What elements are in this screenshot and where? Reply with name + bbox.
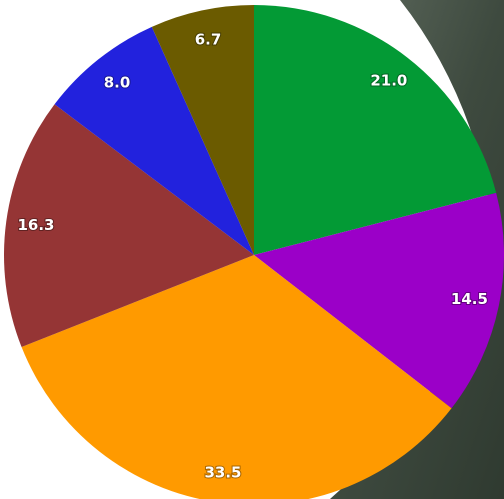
labels: 21.0 14.5 33.5 16.3 8.0 6.7 <box>16 29 488 482</box>
pie-slice <box>54 26 254 255</box>
pie <box>4 5 504 499</box>
pie-slice <box>21 255 452 499</box>
value-label: 6.7 <box>195 30 222 48</box>
value-label: 14.5 <box>451 290 488 308</box>
pie-slice <box>254 192 504 409</box>
value-label: 16.3 <box>17 216 54 234</box>
pie-slice <box>4 104 254 348</box>
pie-slice <box>151 5 254 255</box>
value-label: 8.0 <box>104 73 131 91</box>
value-label: 21.0 <box>370 72 407 90</box>
pie-slice <box>254 5 497 255</box>
value-label: 33.5 <box>204 463 241 481</box>
